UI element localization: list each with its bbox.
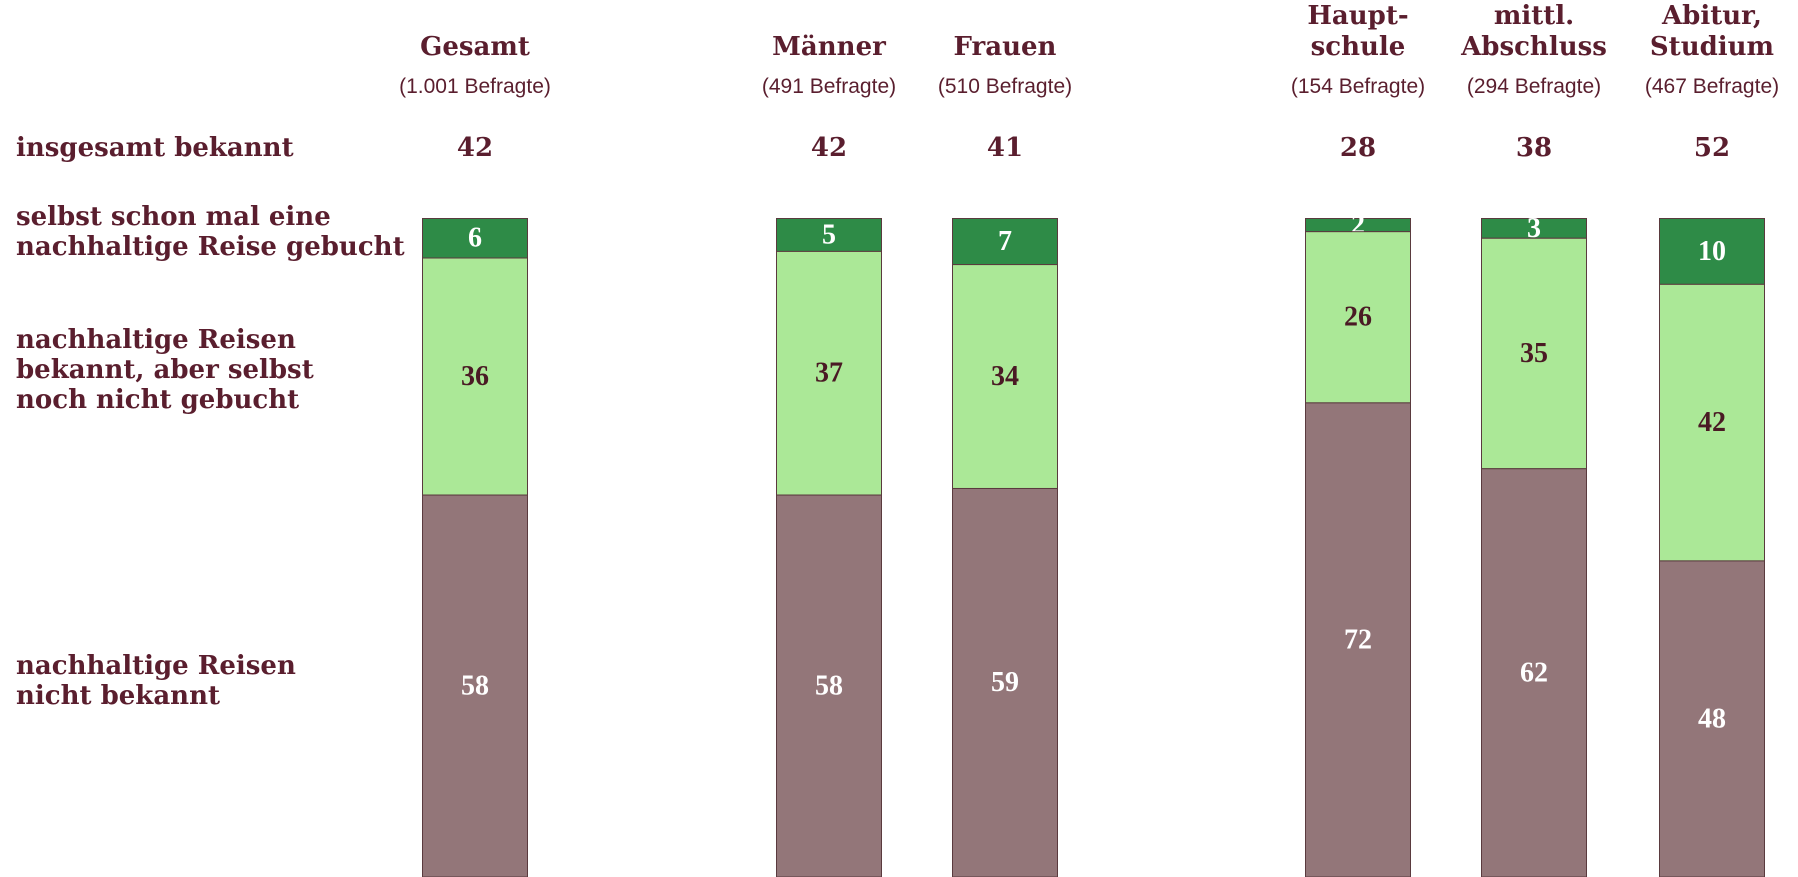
category-label: Männer <box>772 32 886 62</box>
bar-segment <box>952 487 1058 877</box>
category-subtitle: (491 Befragte) <box>762 75 896 98</box>
bar-segment <box>952 218 1058 266</box>
value-label: 72 <box>1344 624 1372 655</box>
total-value: 41 <box>987 133 1023 163</box>
value-label: 6 <box>468 223 482 254</box>
bar-segment <box>1481 237 1587 470</box>
value-label: 7 <box>998 226 1012 257</box>
bar-segment <box>422 494 528 877</box>
value-label: 62 <box>1520 657 1548 688</box>
value-label: 26 <box>1344 302 1372 333</box>
value-label: 36 <box>461 361 489 392</box>
value-label: 42 <box>1698 407 1726 438</box>
legend-label: nachhaltige Reisen bekannt, aber selbst no… <box>16 325 314 415</box>
category-label: Gesamt <box>420 32 530 62</box>
category-subtitle: (154 Befragte) <box>1291 75 1425 98</box>
bar-segment <box>422 218 528 259</box>
total-value: 42 <box>811 133 847 163</box>
bar-segment <box>952 264 1058 489</box>
category-label: Frauen <box>954 32 1057 62</box>
value-label: 34 <box>991 361 1019 392</box>
bar-segment <box>776 218 882 252</box>
value-label: 5 <box>822 219 836 250</box>
category-subtitle: (294 Befragte) <box>1467 75 1601 98</box>
value-label: 35 <box>1520 338 1548 369</box>
total-value: 38 <box>1516 133 1552 163</box>
value-label: 3 <box>1527 213 1541 244</box>
value-label: 48 <box>1698 703 1726 734</box>
total-value: 52 <box>1694 133 1730 163</box>
value-label: 58 <box>815 670 843 701</box>
bar-segment <box>1481 468 1587 877</box>
category-subtitle: (510 Befragte) <box>938 75 1072 98</box>
category-subtitle: (467 Befragte) <box>1645 75 1779 98</box>
total-value: 42 <box>457 133 493 163</box>
category-label: Haupt-schule <box>1307 1 1408 62</box>
bar-segment <box>1305 402 1411 877</box>
bar-segment <box>1659 283 1765 562</box>
category-label: mittl. Abschluss <box>1460 1 1607 62</box>
bar-segment <box>422 257 528 496</box>
category-label: Abitur, Studium <box>1650 1 1774 62</box>
totals-label: insgesamt bekannt <box>16 133 294 163</box>
value-label: 10 <box>1698 236 1726 267</box>
category-subtitle: (1.001 Befragte) <box>399 75 551 98</box>
value-label: 37 <box>815 358 843 389</box>
total-value: 28 <box>1340 133 1376 163</box>
value-label: 59 <box>991 667 1019 698</box>
legend-label: selbst schon mal eine nachhaltige Reise g… <box>16 202 405 262</box>
bar-segment <box>1659 560 1765 877</box>
bar-segment <box>776 494 882 877</box>
legend-label: nachhaltige Reisen nicht bekannt <box>16 651 296 711</box>
value-label: 58 <box>461 670 489 701</box>
bar-segment <box>776 250 882 496</box>
